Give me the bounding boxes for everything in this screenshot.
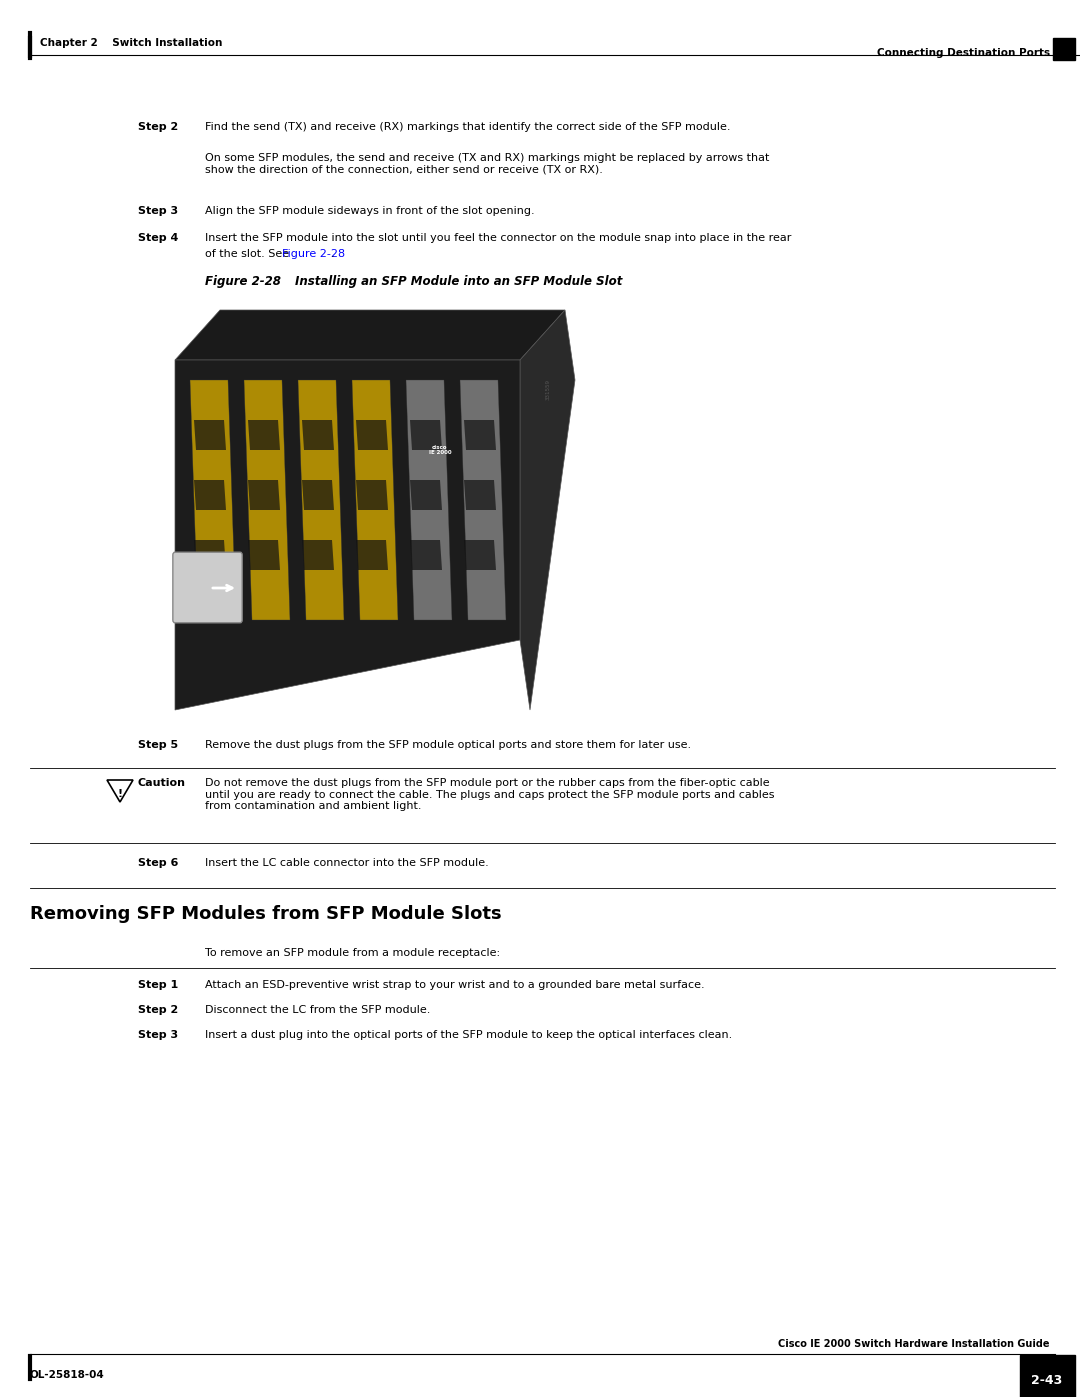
Bar — [1053, 38, 1075, 60]
Text: !: ! — [118, 789, 122, 799]
Polygon shape — [190, 380, 237, 620]
Polygon shape — [406, 380, 453, 620]
Text: Step 1: Step 1 — [138, 981, 178, 990]
Polygon shape — [460, 380, 507, 620]
Text: Chapter 2    Switch Installation: Chapter 2 Switch Installation — [40, 38, 222, 47]
Text: Step 2: Step 2 — [138, 1004, 178, 1016]
Bar — [1020, 1355, 1075, 1397]
Polygon shape — [302, 541, 334, 570]
Text: Removing SFP Modules from SFP Module Slots: Removing SFP Modules from SFP Module Slo… — [30, 905, 501, 923]
Text: Insert the LC cable connector into the SFP module.: Insert the LC cable connector into the S… — [205, 858, 489, 868]
Text: Step 4: Step 4 — [138, 233, 178, 243]
Text: Step 2: Step 2 — [138, 122, 178, 131]
FancyBboxPatch shape — [173, 552, 242, 623]
Polygon shape — [410, 481, 442, 510]
Text: 331559: 331559 — [545, 380, 551, 401]
Polygon shape — [248, 541, 280, 570]
Polygon shape — [298, 380, 345, 620]
Text: Caution: Caution — [138, 778, 186, 788]
Text: 2-43: 2-43 — [1031, 1373, 1063, 1386]
Text: Cisco IE 2000 Switch Hardware Installation Guide: Cisco IE 2000 Switch Hardware Installati… — [779, 1338, 1050, 1350]
Polygon shape — [410, 541, 442, 570]
Text: Connecting Destination Ports: Connecting Destination Ports — [877, 47, 1050, 59]
Text: Find the send (TX) and receive (RX) markings that identify the correct side of t: Find the send (TX) and receive (RX) mark… — [205, 122, 730, 131]
Text: Step 6: Step 6 — [138, 858, 178, 868]
Polygon shape — [356, 481, 388, 510]
Text: Remove the dust plugs from the SFP module optical ports and store them for later: Remove the dust plugs from the SFP modul… — [205, 740, 691, 750]
Polygon shape — [302, 481, 334, 510]
Text: Attach an ESD-preventive wrist strap to your wrist and to a grounded bare metal : Attach an ESD-preventive wrist strap to … — [205, 981, 704, 990]
Text: Align the SFP module sideways in front of the slot opening.: Align the SFP module sideways in front o… — [205, 205, 535, 217]
Polygon shape — [356, 420, 388, 450]
Text: Step 5: Step 5 — [138, 740, 178, 750]
Polygon shape — [194, 420, 226, 450]
Polygon shape — [464, 541, 496, 570]
Text: Step 3: Step 3 — [138, 205, 178, 217]
Polygon shape — [175, 310, 565, 360]
Polygon shape — [352, 380, 399, 620]
Polygon shape — [302, 420, 334, 450]
Polygon shape — [248, 481, 280, 510]
Polygon shape — [519, 310, 575, 710]
Text: Installing an SFP Module into an SFP Module Slot: Installing an SFP Module into an SFP Mod… — [295, 275, 622, 288]
Text: On some SFP modules, the send and receive (TX and RX) markings might be replaced: On some SFP modules, the send and receiv… — [205, 154, 769, 175]
Polygon shape — [410, 420, 442, 450]
Polygon shape — [194, 541, 226, 570]
Text: Figure 2-28: Figure 2-28 — [282, 249, 345, 258]
Text: Disconnect the LC from the SFP module.: Disconnect the LC from the SFP module. — [205, 1004, 430, 1016]
Polygon shape — [248, 420, 280, 450]
Text: .: . — [330, 249, 335, 258]
Polygon shape — [194, 481, 226, 510]
Text: Step 3: Step 3 — [138, 1030, 178, 1039]
Text: Insert a dust plug into the optical ports of the SFP module to keep the optical : Insert a dust plug into the optical port… — [205, 1030, 732, 1039]
Text: of the slot. See: of the slot. See — [205, 249, 293, 258]
Text: Figure 2-28: Figure 2-28 — [205, 275, 281, 288]
Polygon shape — [356, 541, 388, 570]
Text: Insert the SFP module into the slot until you feel the connector on the module s: Insert the SFP module into the slot unti… — [205, 233, 792, 243]
Polygon shape — [175, 360, 519, 710]
Text: Do not remove the dust plugs from the SFP module port or the rubber caps from th: Do not remove the dust plugs from the SF… — [205, 778, 774, 812]
Polygon shape — [464, 420, 496, 450]
Polygon shape — [464, 481, 496, 510]
Polygon shape — [244, 380, 291, 620]
Text: To remove an SFP module from a module receptacle:: To remove an SFP module from a module re… — [205, 949, 500, 958]
Text: cisco
IE 2000: cisco IE 2000 — [429, 444, 451, 455]
Text: OL-25818-04: OL-25818-04 — [30, 1370, 105, 1380]
